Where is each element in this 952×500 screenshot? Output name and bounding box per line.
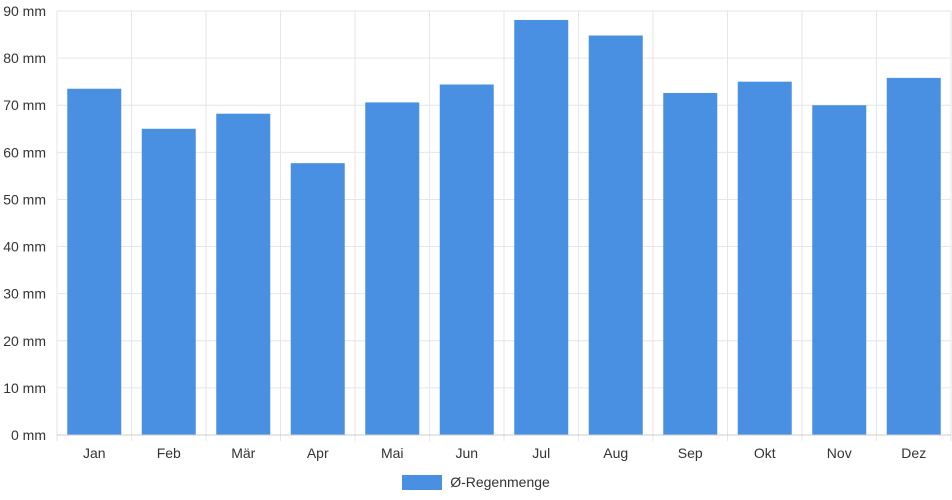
bar-Apr xyxy=(290,163,345,435)
x-tick-label: Jul xyxy=(532,445,550,461)
labels-layer: 0 mm 10 mm 20 mm 30 mm 40 mm 50 mm 60 mm 70 mm 8… xyxy=(3,3,926,461)
x-tick-label: Nov xyxy=(827,445,852,461)
grid-layer xyxy=(56,10,952,441)
x-tick-label: Dez xyxy=(901,445,926,461)
x-tick-label: Aug xyxy=(603,445,628,461)
bar-Feb xyxy=(141,128,196,435)
bar-Mai xyxy=(365,102,420,435)
y-tick-label: 80 mm xyxy=(3,50,46,66)
y-tick-label: 90 mm xyxy=(3,3,46,19)
bar-Sep xyxy=(663,92,718,436)
bar-Nov xyxy=(812,105,867,435)
y-tick-label: 40 mm xyxy=(3,239,46,255)
bar-Jan xyxy=(67,88,122,435)
x-tick-label: Sep xyxy=(678,445,703,461)
bar-Okt xyxy=(737,81,792,436)
chart-svg: 0 mm 10 mm 20 mm 30 mm 40 mm 50 mm 60 mm 70 mm 8… xyxy=(3,3,952,461)
y-tick-label: 70 mm xyxy=(3,97,46,113)
legend[interactable]: Ø-Regenmenge xyxy=(0,472,952,492)
y-tick-label: 0 mm xyxy=(11,427,46,443)
bars-layer xyxy=(67,19,941,436)
y-tick-label: 50 mm xyxy=(3,191,46,207)
bar-Jul xyxy=(514,19,569,435)
y-tick-label: 10 mm xyxy=(3,380,46,396)
legend-swatch xyxy=(402,474,443,490)
x-tick-label: Mär xyxy=(231,445,255,461)
bar-Aug xyxy=(588,35,643,436)
legend-label: Ø-Regenmenge xyxy=(450,474,550,490)
x-tick-label: Okt xyxy=(754,445,776,461)
x-tick-label: Jan xyxy=(83,445,106,461)
y-tick-label: 30 mm xyxy=(3,286,46,302)
x-tick-label: Feb xyxy=(157,445,181,461)
bar-Jun xyxy=(439,84,494,435)
bar-Dez xyxy=(886,77,941,436)
x-tick-label: Apr xyxy=(307,445,329,461)
bar-Mär xyxy=(216,113,271,436)
y-tick-label: 20 mm xyxy=(3,333,46,349)
y-tick-label: 60 mm xyxy=(3,144,46,160)
x-tick-label: Mai xyxy=(381,445,404,461)
x-tick-label: Jun xyxy=(455,445,478,461)
